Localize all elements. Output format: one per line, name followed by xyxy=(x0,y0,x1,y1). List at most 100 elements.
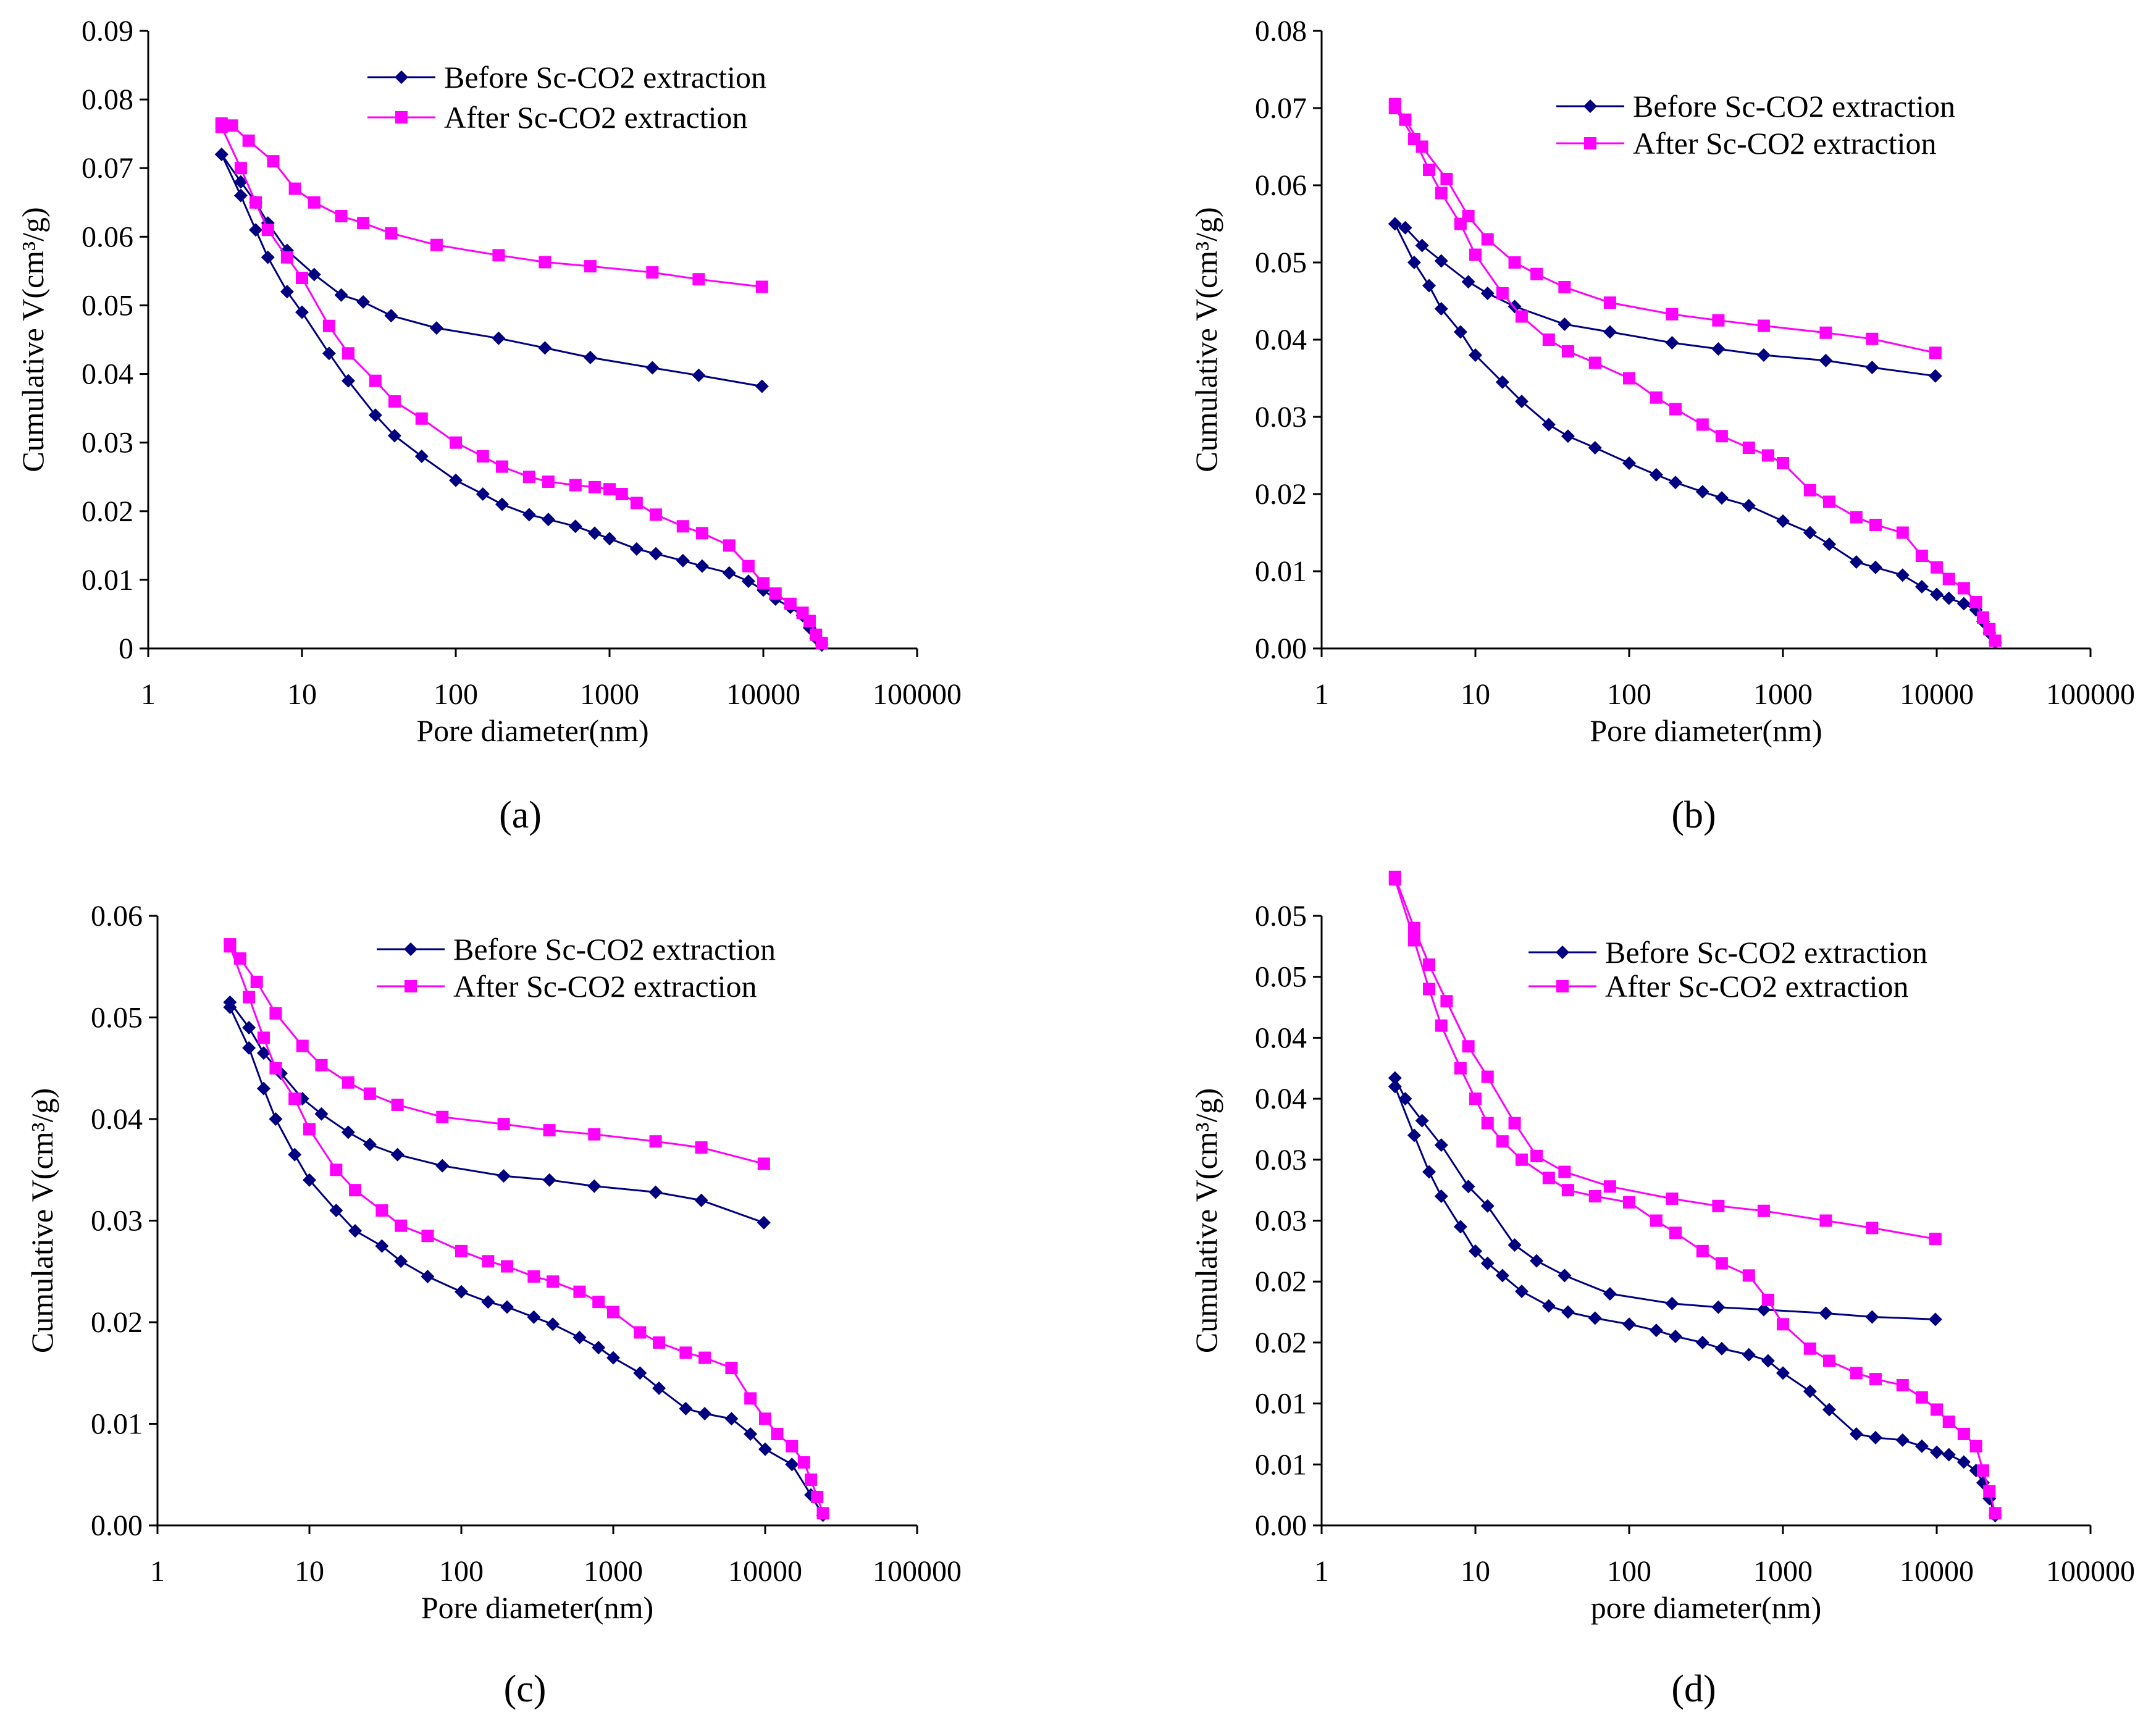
data-point xyxy=(1588,1311,1602,1325)
data-point xyxy=(649,1135,662,1148)
series-line xyxy=(229,1007,824,1516)
data-point xyxy=(450,436,462,449)
data-point xyxy=(1480,1199,1495,1213)
data-point xyxy=(634,1326,647,1339)
data-point xyxy=(1896,526,1909,539)
data-point xyxy=(547,1275,560,1288)
data-point xyxy=(455,1244,468,1257)
before-series-intrusion xyxy=(214,148,829,652)
data-point xyxy=(242,1041,256,1055)
data-point xyxy=(495,497,509,511)
data-point xyxy=(1803,1342,1816,1355)
series-line xyxy=(229,944,765,1165)
data-point xyxy=(1776,514,1790,528)
data-point xyxy=(1695,485,1709,499)
data-point xyxy=(630,497,643,509)
data-point xyxy=(1508,1117,1521,1130)
data-point xyxy=(388,395,401,408)
x-tick-label: 10 xyxy=(1461,678,1490,711)
data-point xyxy=(1496,287,1509,300)
after-series-intrusion xyxy=(215,120,828,650)
data-point xyxy=(1398,220,1412,235)
data-point xyxy=(1665,1296,1679,1310)
y-tick-label: 0.02 xyxy=(91,1306,143,1339)
data-point xyxy=(314,1107,329,1121)
data-point xyxy=(436,1110,449,1123)
x-tick-label: 10000 xyxy=(728,1555,802,1588)
data-point xyxy=(1822,537,1836,551)
data-point xyxy=(280,285,294,299)
data-point xyxy=(805,1473,818,1486)
data-point xyxy=(1669,1227,1682,1239)
data-point xyxy=(546,1317,560,1331)
data-point xyxy=(645,361,660,375)
data-point xyxy=(1761,1354,1775,1368)
legend-marker-before xyxy=(395,70,408,84)
data-point xyxy=(1453,1220,1467,1234)
data-point xyxy=(615,488,628,500)
data-point xyxy=(1930,1445,1944,1459)
legend-marker-after xyxy=(405,980,417,992)
y-tick-label: 0.05 xyxy=(1255,900,1307,933)
data-point xyxy=(342,1076,354,1089)
data-point xyxy=(288,1147,302,1162)
x-tick-label: 10000 xyxy=(726,678,800,711)
data-point xyxy=(1942,572,1955,585)
data-point xyxy=(1622,1317,1636,1331)
legend-label-after: After Sc-CO2 extraction xyxy=(453,969,757,1004)
data-point xyxy=(269,1007,282,1020)
y-tick-label: 0.08 xyxy=(1255,15,1307,48)
data-point xyxy=(1895,1433,1910,1447)
x-tick-label: 100000 xyxy=(2046,678,2135,711)
data-point xyxy=(1650,1214,1663,1227)
data-point xyxy=(584,260,597,273)
x-tick-label: 1000 xyxy=(584,1555,643,1588)
data-point xyxy=(476,450,489,463)
data-point xyxy=(1515,1153,1528,1166)
y-tick-label: 0.01 xyxy=(91,1408,143,1441)
data-point xyxy=(1623,1196,1635,1209)
data-point xyxy=(1561,1184,1574,1197)
legend-marker-before xyxy=(404,942,417,956)
data-point xyxy=(1696,1244,1709,1257)
data-point xyxy=(249,223,263,237)
data-point xyxy=(497,1169,511,1183)
data-point xyxy=(395,1219,408,1232)
after-series-extrusion xyxy=(1388,870,1942,1246)
data-point xyxy=(390,1147,405,1162)
data-point xyxy=(1931,561,1943,574)
data-point xyxy=(1422,279,1436,293)
data-point xyxy=(1956,1455,1971,1469)
y-tick-label: 0.05 xyxy=(1255,246,1307,279)
data-point xyxy=(676,520,689,533)
y-tick-label: 0.00 xyxy=(1255,1509,1307,1542)
y-tick-label: 0.00 xyxy=(1255,632,1307,665)
data-point xyxy=(1542,1172,1555,1185)
data-point xyxy=(1514,395,1529,408)
series-line xyxy=(229,1001,765,1224)
data-point xyxy=(603,532,616,546)
data-point xyxy=(384,309,398,323)
data-point xyxy=(1508,1238,1522,1252)
y-tick-label: 0 xyxy=(119,632,133,665)
data-point xyxy=(527,1310,541,1324)
data-point xyxy=(588,1128,601,1141)
data-point xyxy=(1495,1268,1509,1283)
data-point xyxy=(307,267,321,282)
data-point xyxy=(1407,256,1421,269)
data-point xyxy=(1388,870,1401,883)
data-point xyxy=(476,487,490,501)
data-point xyxy=(1756,348,1771,362)
data-point xyxy=(267,155,280,168)
data-point xyxy=(224,938,237,951)
data-point xyxy=(335,210,348,222)
data-point xyxy=(1711,342,1726,356)
x-tick-label: 1 xyxy=(141,678,156,711)
chart-panel-2: 0.00 0.01 0.02 0.03 0.04 0.05 0.06 0.07 0.08 1 10 1… xyxy=(1189,15,2135,836)
y-tick-label: 0.02 xyxy=(1255,478,1307,511)
legend-label-before: Before Sc-CO2 extraction xyxy=(1633,89,1955,124)
x-tick-label: 100 xyxy=(439,1555,484,1588)
data-point xyxy=(649,508,662,521)
